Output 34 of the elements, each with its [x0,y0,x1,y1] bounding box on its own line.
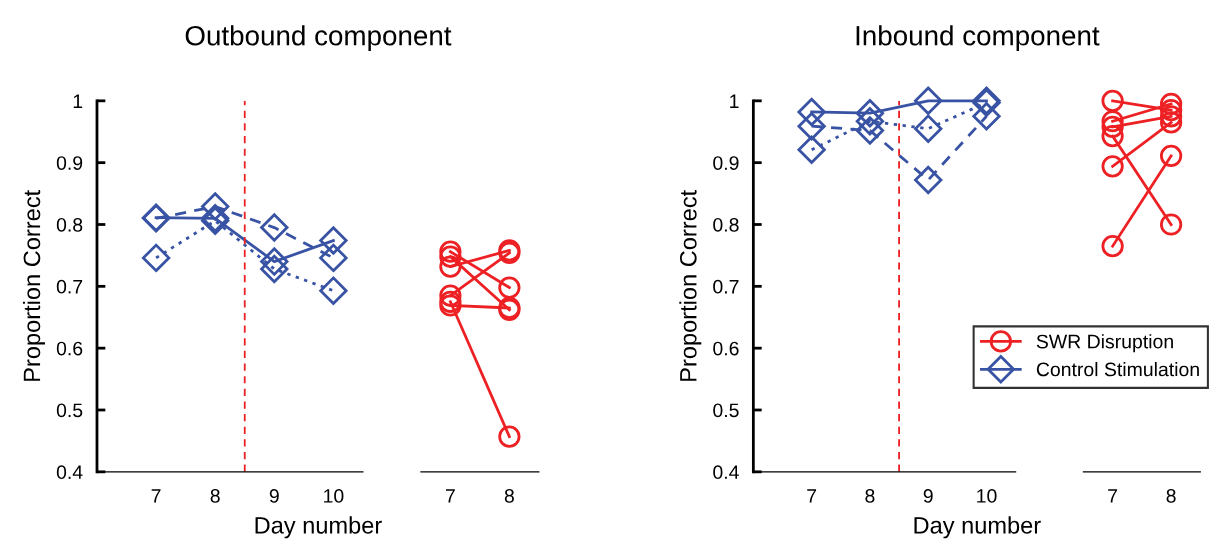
x-tick-label: 8 [210,489,220,503]
x-tick-label: 10 [977,489,997,503]
legend-label: Control Stimulation [1036,362,1199,377]
y-tick-label: 0.5 [713,403,739,418]
x-tick-label: 8 [865,489,875,503]
x-axis-title: Day number [255,516,382,539]
x-tick-label: 7 [807,489,817,503]
y-tick-label: 1 [730,94,739,108]
y-tick-label: 0.9 [713,156,739,170]
chart-title: Inbound component [856,25,1100,52]
x-tick-label: 7 [1108,489,1118,503]
x-tick-label: 8 [1166,489,1176,503]
x-axis-title: Day number [914,516,1041,539]
y-tick-label: 0.6 [56,341,83,356]
y-tick-label: 0.7 [56,279,83,294]
y-tick-label: 0.5 [56,403,83,418]
x-tick-label: 9 [269,489,279,503]
x-tick-label: 8 [504,489,514,503]
chart-title: Outbound component [185,25,452,52]
y-tick-label: 0.8 [713,217,739,232]
y-tick-label: 1 [73,94,83,108]
x-tick-label: 7 [151,489,161,503]
y-tick-label: 0.9 [56,156,83,170]
y-tick-label: 0.4 [56,465,83,480]
legend-label: SWR Disruption [1036,334,1173,353]
y-axis-title: Proportion Correct [22,190,45,381]
y-tick-label: 0.4 [713,465,739,480]
y-tick-label: 0.6 [713,341,739,356]
y-tick-label: 0.8 [56,217,83,232]
y-axis-title: Proportion Correct [679,190,702,381]
y-tick-label: 0.7 [713,279,739,294]
x-tick-label: 7 [445,489,455,503]
x-tick-label: 10 [324,489,344,503]
x-tick-label: 9 [923,489,933,503]
